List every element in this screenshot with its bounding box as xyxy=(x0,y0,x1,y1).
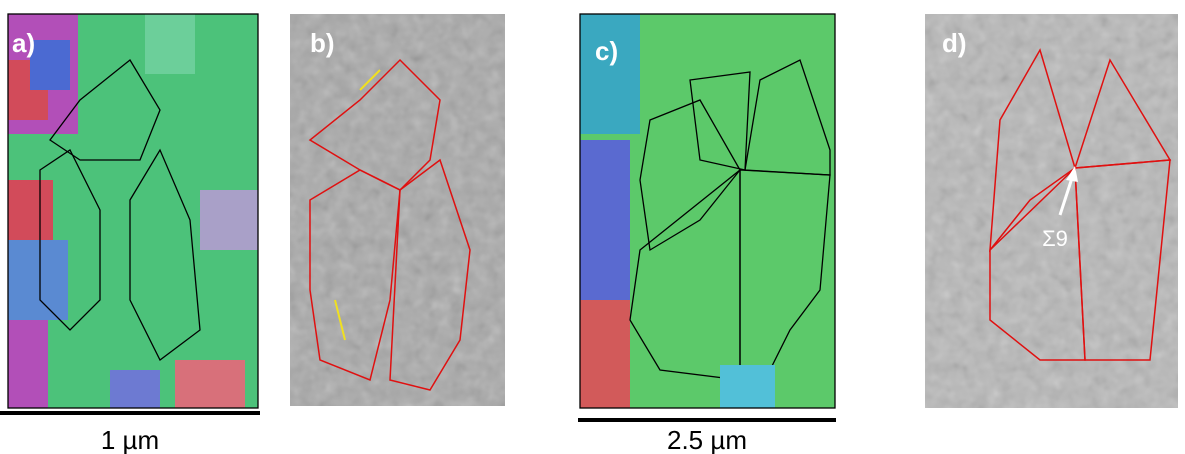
panel-a: a) xyxy=(8,14,258,408)
panel-label: a) xyxy=(12,28,35,58)
scale-bar-label: 1 µm xyxy=(101,425,159,454)
panel-label: d) xyxy=(942,28,967,58)
panel-label: c) xyxy=(595,36,618,66)
panel-label: b) xyxy=(310,28,335,58)
figure: a) b) c) Σ9 d) xyxy=(0,0,1185,454)
scale-bar-label: 2.5 µm xyxy=(667,425,747,454)
panel-c: c) xyxy=(580,14,835,408)
panel-b: b) xyxy=(290,14,505,406)
panel-d: Σ9 d) xyxy=(925,14,1178,408)
annotation: Σ9 xyxy=(1042,226,1068,251)
